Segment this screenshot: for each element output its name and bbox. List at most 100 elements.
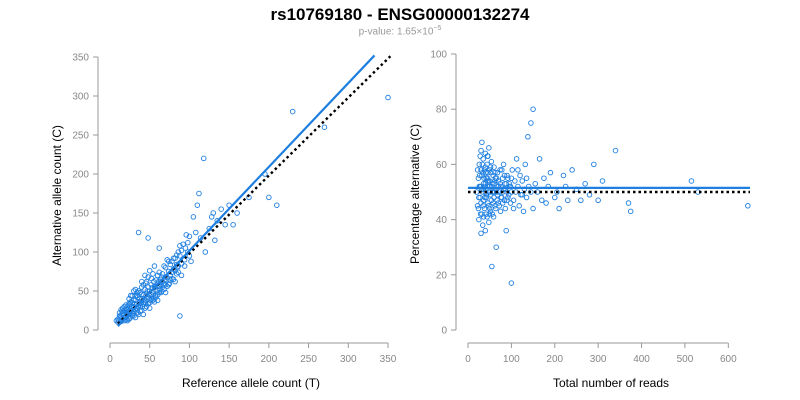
data-point (159, 271, 166, 277)
data-point (486, 167, 493, 173)
y-tick-label: 150 (72, 209, 89, 220)
data-points-right (473, 106, 751, 286)
data-point (145, 235, 151, 241)
data-point (200, 155, 207, 162)
data-point (480, 156, 486, 162)
data-point (478, 147, 484, 154)
data-point (554, 189, 560, 195)
fit-line (117, 54, 376, 327)
y-tick-label: 200 (72, 170, 89, 181)
y-tick-label: 50 (78, 287, 90, 298)
data-point (484, 175, 491, 181)
data-point (599, 178, 606, 184)
data-point (177, 313, 183, 319)
data-point (156, 289, 162, 296)
data-point (494, 197, 500, 204)
data-point (478, 167, 484, 173)
data-point (172, 255, 178, 261)
data-point (510, 205, 517, 212)
data-point (173, 261, 180, 268)
data-point (180, 241, 186, 247)
x-tick-label: 600 (720, 354, 737, 365)
data-point (480, 169, 486, 176)
data-point (147, 297, 154, 304)
y-tick-label: 80 (436, 105, 448, 116)
data-point (151, 263, 158, 269)
data-points-left (113, 94, 391, 325)
data-point (508, 280, 515, 286)
data-point (516, 203, 522, 209)
data-point (166, 258, 172, 265)
data-point (591, 161, 597, 168)
data-point (501, 172, 508, 179)
data-point (212, 237, 218, 244)
data-point (486, 219, 492, 226)
y-tick-label: 20 (436, 270, 448, 281)
data-point (170, 255, 177, 261)
data-point (132, 286, 139, 293)
data-point (140, 311, 147, 318)
data-point (565, 197, 571, 204)
data-point (478, 230, 484, 237)
data-point (486, 205, 493, 212)
x-tick-label: 0 (465, 354, 471, 365)
data-point (167, 261, 174, 268)
data-point (520, 208, 527, 215)
x-axis-right: 0 100 200 300 400 500 600 (465, 342, 737, 365)
data-point (491, 164, 497, 170)
data-point (133, 310, 139, 316)
data-point (481, 205, 488, 212)
data-point (475, 205, 482, 212)
data-point (480, 197, 487, 204)
data-point (202, 249, 209, 255)
data-point (499, 167, 505, 173)
data-point (321, 124, 328, 130)
x-tick-label: 200 (546, 354, 563, 365)
data-point (474, 203, 481, 209)
chart-title: rs10769180 - ENSG00000132274 (270, 5, 530, 24)
data-point (489, 180, 496, 187)
data-point (486, 145, 492, 151)
x-tick-label: 50 (144, 354, 156, 365)
data-point (496, 203, 502, 209)
data-point (482, 227, 489, 234)
data-point (173, 271, 180, 277)
data-point (172, 267, 178, 274)
x-tick-label: 350 (380, 354, 397, 365)
data-point (512, 178, 518, 184)
data-point (530, 106, 536, 112)
data-point (595, 197, 601, 204)
y-tick-label: 0 (441, 326, 447, 337)
data-point (177, 253, 183, 259)
y-axis-right: 0 20 40 60 80 100 (430, 50, 457, 337)
data-point (481, 167, 488, 173)
data-point (186, 233, 193, 240)
data-point (547, 169, 554, 176)
data-point (530, 205, 536, 212)
data-point (484, 153, 491, 159)
data-point (504, 172, 510, 179)
y-tick-label: 350 (72, 53, 89, 64)
data-point (528, 120, 534, 126)
data-point (210, 210, 217, 216)
data-point (495, 178, 502, 184)
data-point (172, 278, 178, 285)
data-point (497, 180, 503, 187)
data-point (523, 175, 530, 181)
data-point (482, 164, 489, 170)
y-axis-label: Percentage alternative (C) (408, 124, 422, 264)
data-point (194, 202, 201, 208)
data-point (502, 205, 509, 212)
y-tick-label: 100 (72, 248, 89, 259)
chart-subtitle: p-value: 1.65×10−5 (0, 25, 800, 37)
y-axis-label: Alternative allele count (C) (50, 125, 64, 266)
data-point (143, 303, 150, 310)
data-point (513, 156, 520, 162)
data-point (274, 202, 280, 208)
data-point (505, 194, 511, 201)
data-point (477, 211, 484, 217)
x-axis-label: Reference allele count (T) (182, 376, 320, 390)
y-tick-label: 250 (72, 131, 89, 142)
data-point (498, 194, 504, 201)
